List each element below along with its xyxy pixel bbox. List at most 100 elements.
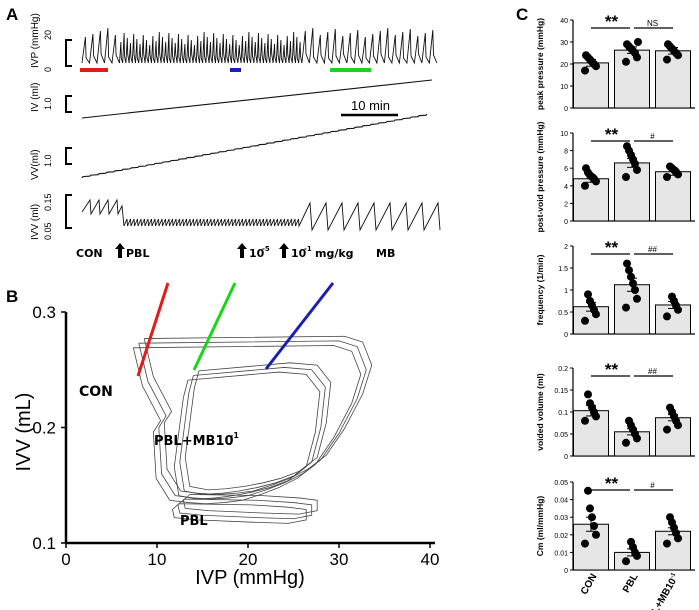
bar-y-tick-label: 20	[560, 62, 568, 69]
data-point	[666, 162, 674, 171]
sig-marker-2: ##	[648, 367, 657, 376]
event-mb: MB	[376, 247, 395, 260]
data-point	[625, 266, 633, 275]
bar-y-label: peak pressure (mmHg)	[535, 18, 545, 110]
data-point	[582, 51, 590, 60]
trace-label-ivv: IVV (ml)	[30, 204, 41, 240]
data-point	[666, 513, 674, 522]
data-point	[663, 173, 671, 181]
bar-y-tick-label: 0	[564, 106, 568, 113]
pv-loop-con	[138, 340, 367, 500]
bar-chart-3: 0 0.5 1 1.5 2 frequency (1/min) ** ##	[535, 238, 695, 339]
bar-pbl-mb10	[655, 417, 691, 457]
pv-loop-pbl	[177, 498, 313, 520]
sig-marker-2: ##	[648, 245, 657, 254]
data-point	[622, 57, 630, 66]
bar-y-tick-label: 4	[564, 184, 568, 191]
bar-y-tick-label: 1	[564, 288, 568, 295]
data-point	[627, 272, 635, 281]
data-point	[586, 504, 594, 513]
sig-marker-1: **	[605, 474, 619, 493]
x-category-pbl: PBL	[621, 572, 641, 595]
bar-y-tick-label: 30	[560, 40, 568, 47]
data-point	[622, 557, 630, 566]
pv-x-tick-label: 40	[421, 550, 440, 569]
pv-x-tick-label: 0	[61, 550, 70, 569]
bar-pbl-mb10	[655, 304, 691, 335]
event-pbl: PBL	[126, 247, 149, 260]
bar-y-tick-label: 0.15	[554, 388, 568, 395]
sig-marker-2: #	[650, 132, 655, 141]
pv-y-tick-label: 0.3	[32, 303, 56, 322]
panel-b-letter: B	[6, 287, 18, 306]
time-scale-label: 10 min	[351, 98, 390, 113]
bar-y-label: Cm (ml/mmHg)	[535, 496, 545, 557]
ivp-scale-bottom: 0	[43, 67, 53, 72]
bar-pbl	[614, 284, 650, 335]
vv-trace	[81, 113, 428, 178]
data-point	[666, 403, 674, 412]
pv-loop-con	[132, 345, 362, 505]
data-point	[622, 303, 630, 312]
arrow-up-icon	[115, 243, 125, 258]
bar-con	[573, 178, 609, 222]
bar-y-tick-label: 0.03	[554, 515, 568, 522]
event-dose2: 10	[291, 247, 307, 260]
data-point	[581, 539, 589, 548]
sig-marker-2: #	[650, 481, 655, 490]
bar-y-label: voided volume (ml)	[535, 373, 545, 451]
bar-y-tick-label: 0	[564, 332, 568, 339]
bar-y-tick-label: 10	[560, 131, 568, 138]
sig-marker-1: **	[605, 12, 619, 31]
data-point	[623, 259, 631, 268]
data-point	[584, 390, 592, 399]
bar-y-label: frequency (1/min)	[535, 254, 545, 325]
bar-y-tick-label: 8	[564, 149, 568, 156]
pv-x-tick-label: 10	[148, 550, 167, 569]
data-point	[631, 286, 639, 294]
bar-chart-1: 0 10 20 30 40 peak pressure (mmHg) ** NS	[535, 12, 695, 113]
sig-marker-1: **	[605, 125, 619, 144]
data-point	[623, 40, 631, 49]
bar-y-tick-label: 0	[564, 454, 568, 461]
data-point	[586, 399, 594, 408]
con-indicator-line	[136, 282, 170, 377]
data-point	[633, 294, 641, 303]
bar-y-tick-label: 0	[564, 219, 568, 226]
pbl-indicator-line	[264, 282, 335, 370]
ivp-trace	[81, 27, 438, 65]
bar-chart-4: 0 0.05 0.1 0.15 0.2 voided volume (ml) ** ##	[535, 360, 695, 461]
x-category-pbl-mb-exp: -1	[669, 571, 677, 579]
bar-y-tick-label: 1.5	[558, 266, 568, 273]
pv-y-axis-title: IVV (mL)	[13, 393, 35, 472]
data-point	[664, 40, 672, 49]
bar-y-tick-label: 0.2	[558, 366, 568, 373]
data-point	[663, 425, 671, 434]
data-point	[663, 539, 671, 548]
bar-y-tick-label: 0.05	[554, 432, 568, 439]
data-point	[622, 173, 630, 181]
pv-x-tick-label: 20	[239, 550, 258, 569]
sig-marker-1: **	[605, 360, 619, 379]
pv-y-tick-label: 0.2	[32, 419, 56, 438]
iv-trace	[81, 79, 433, 119]
loop-label-mb: PBL+MB10	[154, 434, 234, 449]
bar-y-tick-label: 0	[564, 568, 568, 575]
data-point	[584, 486, 592, 495]
data-point	[627, 537, 635, 546]
loop-label-pbl: PBL	[180, 514, 208, 529]
bar-con	[573, 62, 609, 109]
data-point	[668, 292, 676, 301]
data-point	[581, 181, 589, 190]
event-con: CON	[76, 247, 103, 260]
bar-y-tick-label: 2	[564, 244, 568, 251]
bar-y-tick-label: 10	[560, 84, 568, 91]
pv-y-tick-label: 0.1	[32, 534, 56, 553]
panel-a-letter: A	[6, 5, 18, 24]
bar-y-label: post-void pressure (mmHg)	[535, 121, 545, 232]
bar-pbl-mb10	[655, 530, 691, 571]
data-point	[581, 316, 589, 325]
event-dose1: 10	[249, 247, 265, 260]
